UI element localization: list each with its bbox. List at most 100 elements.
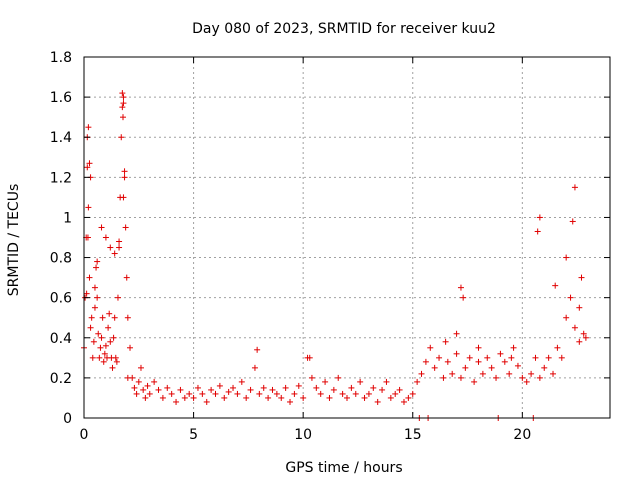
data-point <box>86 160 93 167</box>
data-point <box>173 398 180 405</box>
data-point <box>414 378 421 385</box>
y-axis-ticks: 0 0.2 0.4 0.6 0.8 1 1.2 1.4 1.6 1.8 <box>50 50 610 427</box>
data-point <box>449 370 456 377</box>
data-point <box>102 342 109 349</box>
data-point <box>571 184 578 191</box>
data-point <box>440 374 447 381</box>
data-point <box>247 386 254 393</box>
data-point <box>457 374 464 381</box>
data-point <box>427 344 434 351</box>
data-point <box>534 228 541 235</box>
data-point <box>295 382 302 389</box>
data-point <box>122 224 129 231</box>
data-point <box>405 394 412 401</box>
data-point <box>479 370 486 377</box>
data-point <box>116 244 123 251</box>
data-point <box>287 398 294 405</box>
data-point <box>396 386 403 393</box>
data-point <box>123 274 130 281</box>
data-point <box>409 390 416 397</box>
data-point <box>484 354 491 361</box>
data-point <box>278 394 285 401</box>
data-point <box>96 354 103 361</box>
data-point <box>462 364 469 371</box>
data-point <box>269 386 276 393</box>
data-point <box>91 284 98 291</box>
data-point <box>563 314 570 321</box>
data-point <box>186 390 193 397</box>
data-point <box>422 358 429 365</box>
data-point <box>291 390 298 397</box>
data-point <box>203 398 210 405</box>
data-point <box>514 362 521 369</box>
data-point <box>571 324 578 331</box>
y-axis-label: SRMTID / TECUs <box>6 184 22 297</box>
data-point <box>98 224 105 231</box>
data-point <box>159 394 166 401</box>
data-point <box>121 174 128 181</box>
y-tick-label: 0.8 <box>50 251 72 267</box>
data-point <box>131 384 138 391</box>
data-point <box>118 134 125 141</box>
data-point <box>379 386 386 393</box>
data-point <box>300 394 307 401</box>
data-point <box>541 364 548 371</box>
data-point <box>144 382 151 389</box>
data-point <box>335 374 342 381</box>
data-point <box>120 194 127 201</box>
data-point <box>113 358 120 365</box>
data-point <box>111 250 118 257</box>
data-point <box>83 290 90 297</box>
chart-title: Day 080 of 2023, SRMTID for receiver kuu… <box>192 21 496 37</box>
data-point <box>383 378 390 385</box>
data-point <box>221 394 228 401</box>
data-point <box>254 346 261 353</box>
data-point <box>243 394 250 401</box>
data-point <box>370 384 377 391</box>
data-point <box>212 390 219 397</box>
data-point <box>493 374 500 381</box>
data-point <box>120 94 127 101</box>
data-point <box>569 218 576 225</box>
data-point <box>580 330 587 337</box>
data-point <box>127 344 134 351</box>
data-point <box>199 390 206 397</box>
x-axis-label: GPS time / hours <box>285 460 402 476</box>
data-point <box>89 354 96 361</box>
data-point <box>120 100 127 107</box>
data-point <box>453 330 460 337</box>
data-point <box>190 394 197 401</box>
data-point <box>457 284 464 291</box>
y-tick-label: 1.6 <box>50 90 72 106</box>
data-point <box>536 374 543 381</box>
y-tick-label: 1.4 <box>50 130 72 146</box>
data-point <box>93 264 100 271</box>
data-point <box>326 394 333 401</box>
data-point <box>91 304 98 311</box>
y-tick-label: 0.4 <box>50 331 72 347</box>
data-point <box>418 370 425 377</box>
data-point <box>488 364 495 371</box>
plot-frame <box>83 56 611 419</box>
data-point <box>506 370 513 377</box>
data-point <box>105 324 112 331</box>
data-point <box>523 378 530 385</box>
data-point <box>582 334 589 341</box>
data-point <box>282 384 289 391</box>
data-point <box>137 364 144 371</box>
data-point <box>101 350 108 357</box>
data-point <box>94 258 101 265</box>
x-axis-ticks: 0 5 10 15 20 <box>80 57 531 443</box>
data-point <box>155 386 162 393</box>
data-point <box>466 354 473 361</box>
data-point <box>120 114 127 121</box>
data-point <box>208 386 215 393</box>
x-tick-label: 15 <box>404 427 422 443</box>
y-tick-label: 1.8 <box>50 50 72 66</box>
data-point <box>90 338 97 345</box>
data-point <box>317 390 324 397</box>
data-point <box>501 358 508 365</box>
data-point <box>563 254 570 261</box>
data-point <box>225 388 232 395</box>
data-point <box>558 354 565 361</box>
